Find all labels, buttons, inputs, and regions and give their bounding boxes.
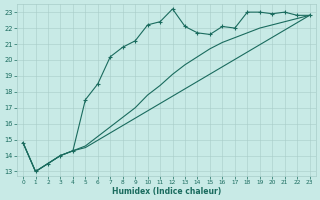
X-axis label: Humidex (Indice chaleur): Humidex (Indice chaleur) xyxy=(112,187,221,196)
